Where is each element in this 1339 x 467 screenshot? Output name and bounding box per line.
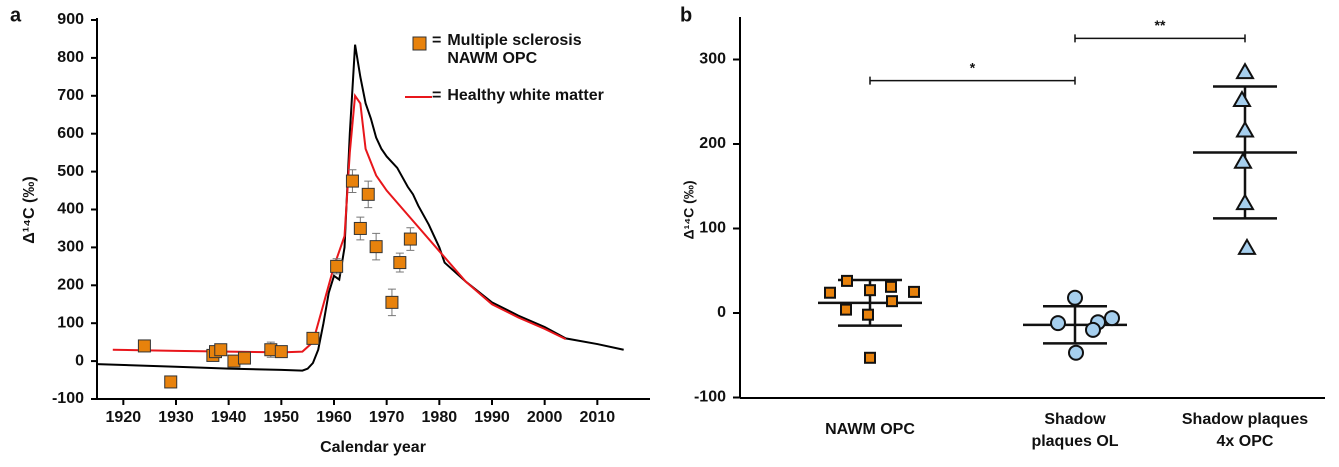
legend-eq: =: [432, 32, 442, 49]
y-tick-label: 400: [57, 201, 84, 218]
point: [393, 256, 407, 270]
x-tick-label: 1950: [264, 409, 300, 426]
point: [1237, 237, 1257, 255]
y-tick-label: 500: [57, 163, 84, 180]
point: [1235, 120, 1255, 138]
y-tick-label: 300: [699, 51, 726, 68]
significance-label: **: [1155, 17, 1166, 33]
y-tick-label: -100: [52, 390, 84, 407]
legend-label: Multiple sclerosis NAWM OPC: [447, 32, 582, 67]
point: [369, 240, 383, 254]
line: [112, 92, 567, 354]
significance-bracket: [1074, 34, 1246, 43]
point: [885, 280, 897, 293]
point: [385, 295, 399, 309]
point: [345, 174, 359, 188]
y-tick-label: 600: [57, 125, 84, 142]
legend-marker: [412, 36, 427, 51]
x-tick-label: 4x OPC: [1217, 433, 1274, 450]
y-tick-label: 700: [57, 87, 84, 104]
point: [841, 274, 853, 287]
point: [1067, 289, 1083, 306]
x-tick-label: 1990: [474, 409, 510, 426]
y-tick-label: 100: [57, 314, 84, 331]
x-tick-label: NAWM OPC: [825, 421, 915, 438]
x-tick-label: Shadow: [1044, 411, 1106, 428]
legend-entry: = Healthy white matter: [432, 87, 604, 104]
point: [1050, 315, 1066, 332]
point: [864, 284, 876, 297]
point: [361, 187, 375, 201]
legend-eq: =: [432, 87, 442, 104]
x-tick-label: 1940: [211, 409, 247, 426]
point: [353, 221, 367, 235]
point: [908, 285, 920, 298]
x-tick-label: Shadow plaques: [1182, 411, 1308, 428]
point: [274, 345, 288, 359]
significance-label: *: [970, 59, 976, 75]
y-tick-label: 100: [699, 220, 726, 237]
panel-label: b: [680, 4, 692, 26]
point: [1235, 193, 1255, 211]
y-tick-label: 900: [57, 11, 84, 28]
x-tick-label: 1930: [158, 409, 194, 426]
point: [1232, 90, 1252, 108]
point: [1235, 62, 1255, 80]
y-tick-label: 200: [57, 277, 84, 294]
x-tick-label: 1970: [369, 409, 405, 426]
y-tick-label: 800: [57, 49, 84, 66]
x-tick-label: plaques OL: [1031, 433, 1118, 450]
point: [214, 343, 228, 357]
x-tick-label: 2010: [580, 409, 616, 426]
point: [237, 351, 251, 365]
legend-entry: = Multiple sclerosis NAWM OPC: [432, 32, 582, 67]
point: [164, 375, 178, 389]
point: [1085, 321, 1101, 338]
legend-label: Healthy white matter: [447, 87, 604, 104]
x-tick-label: 1980: [422, 409, 458, 426]
point: [886, 295, 898, 308]
point: [1104, 310, 1120, 327]
point: [1233, 151, 1253, 169]
point: [403, 232, 417, 246]
y-axis-label: Δ¹⁴C (‰): [21, 176, 38, 243]
significance-bracket: [869, 76, 1076, 85]
y-tick-label: 200: [699, 135, 726, 152]
x-tick-label: 1920: [106, 409, 142, 426]
panel-label: a: [10, 4, 22, 26]
point: [862, 308, 874, 321]
point: [137, 339, 151, 353]
point: [840, 303, 852, 316]
y-tick-label: -100: [694, 389, 726, 406]
y-tick-label: 300: [57, 239, 84, 256]
y-tick-label: 0: [717, 304, 726, 321]
y-tick-label: 0: [75, 352, 84, 369]
point: [864, 351, 876, 364]
x-tick-label: 2000: [527, 409, 563, 426]
x-axis-label: Calendar year: [320, 439, 426, 456]
point: [824, 286, 836, 299]
point: [330, 259, 344, 273]
point: [1068, 344, 1084, 361]
x-tick-label: 1960: [316, 409, 352, 426]
point: [306, 331, 320, 345]
y-axis-label: Δ¹⁴C (‰): [681, 181, 697, 240]
